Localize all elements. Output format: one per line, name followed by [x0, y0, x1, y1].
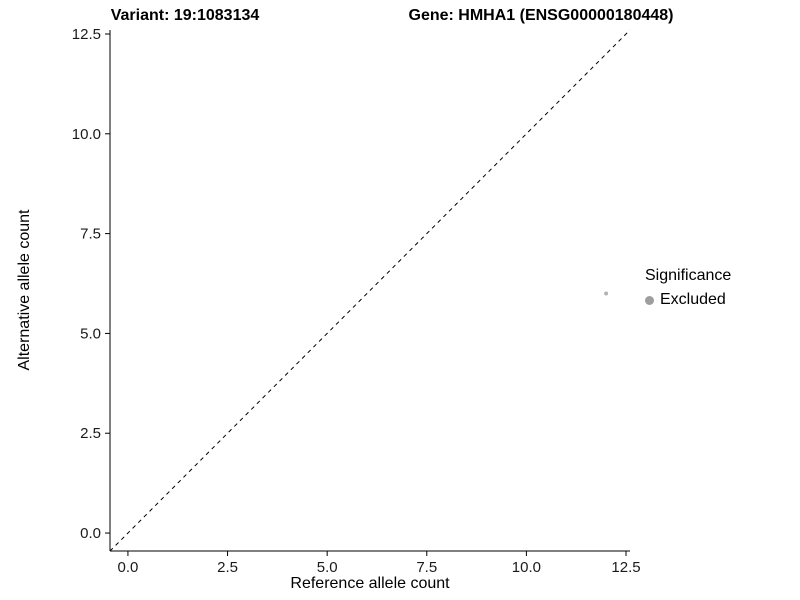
plot-title-gene: Gene: HMHA1 (ENSG00000180448): [408, 7, 674, 24]
legend: Significance Excluded: [645, 267, 731, 309]
y-tick-label: 5.0: [80, 325, 101, 342]
x-tick-label: 7.5: [416, 559, 437, 576]
x-tick-label: 12.5: [611, 559, 640, 576]
y-tick-label: 0.0: [80, 525, 101, 542]
plot-title-variant: Variant: 19:1083134: [110, 7, 260, 24]
y-tick-label: 12.5: [72, 26, 101, 43]
legend-key-excluded-icon: [645, 295, 654, 305]
legend-entry-label: Excluded: [660, 291, 726, 308]
y-tick-label: 7.5: [80, 226, 101, 243]
y-axis-title: Alternative allele count: [16, 209, 33, 371]
x-tick-label: 0.0: [118, 559, 139, 576]
x-axis-title: Reference allele count: [290, 575, 450, 592]
y-tick-label: 10.0: [72, 126, 101, 143]
x-tick-label: 5.0: [317, 559, 338, 576]
y-tick-label: 2.5: [80, 425, 101, 442]
legend-title: Significance: [645, 267, 732, 284]
data-point: [604, 291, 609, 296]
x-tick-label: 10.0: [512, 559, 541, 576]
legend-entry: Excluded: [645, 291, 731, 309]
x-tick-label: 2.5: [217, 559, 238, 576]
identity-line: [109, 29, 631, 552]
